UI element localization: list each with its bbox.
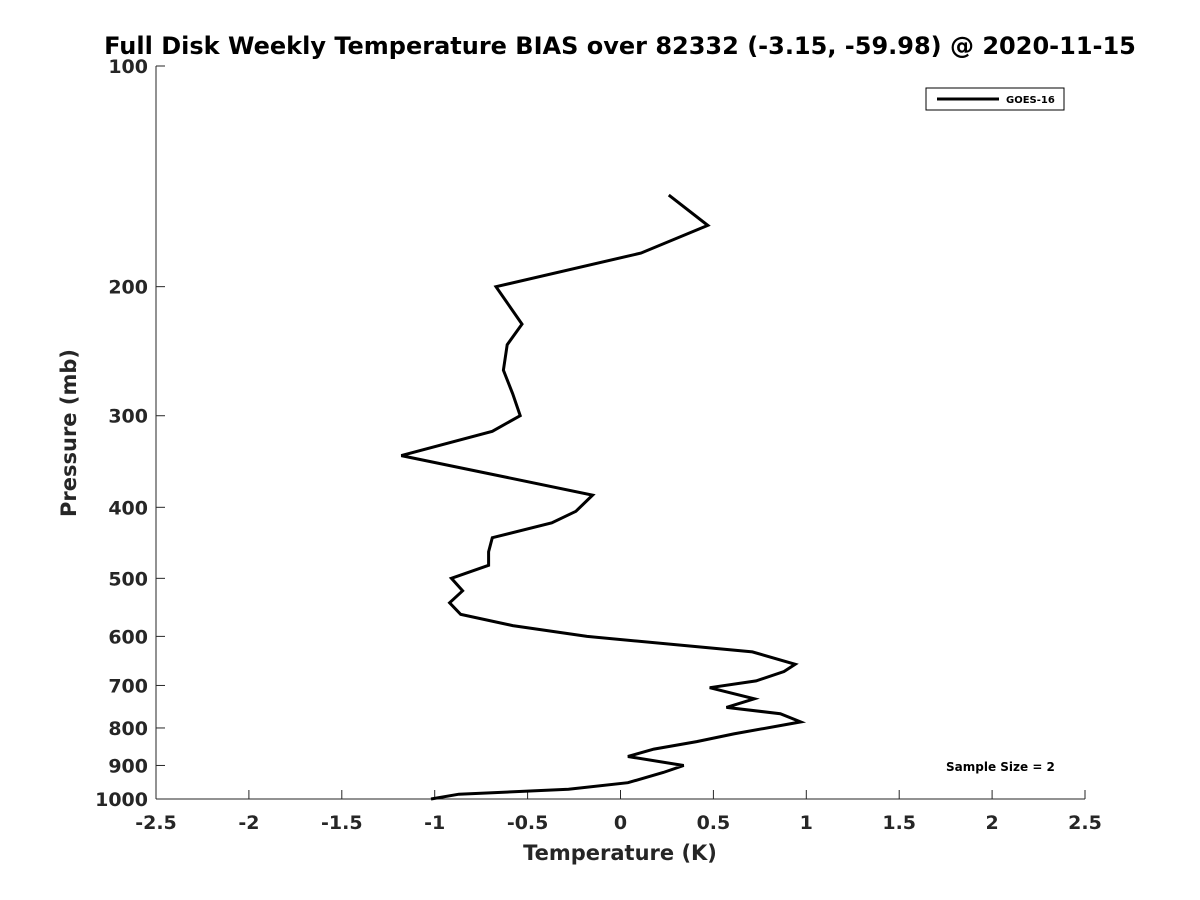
x-tick-label: -1.5 [321, 812, 363, 834]
legend-label-goes-16: GOES-16 [1006, 95, 1055, 106]
x-tick-label: 0 [614, 812, 627, 834]
y-tick-label: 100 [108, 56, 148, 78]
x-tick-label: 2.5 [1068, 812, 1102, 834]
x-tick-label: -1 [424, 812, 445, 834]
series-layer [400, 193, 807, 801]
y-axis-ticks: 100 200 300 400 500 600 700 800 900 1000 [95, 56, 165, 811]
y-tick-label: 200 [108, 277, 148, 299]
x-tick-label: 1.5 [882, 812, 916, 834]
x-tick-label: -0.5 [507, 812, 549, 834]
y-tick-label: 400 [108, 497, 148, 519]
y-tick-label: 300 [108, 406, 148, 428]
y-tick-label: 500 [108, 568, 148, 590]
sample-size-annotation: Sample Size = 2 [946, 760, 1055, 774]
y-tick-label: 700 [108, 675, 148, 697]
series-line-goes-16 [400, 193, 807, 801]
legend: GOES-16 [925, 87, 1065, 111]
y-tick-label: 1000 [95, 789, 148, 811]
axes-frame [155, 66, 1085, 800]
x-axis-label: Temperature (K) [523, 841, 717, 865]
x-tick-label: 0.5 [697, 812, 731, 834]
x-tick-label: -2 [238, 812, 259, 834]
y-axis-label: Pressure (mb) [57, 349, 81, 517]
x-axis-ticks: -2.5 -2 -1.5 -1 -0.5 0 0.5 1 1.5 2 2.5 [135, 790, 1102, 834]
x-tick-label: 2 [985, 812, 998, 834]
x-tick-label: 1 [800, 812, 813, 834]
x-tick-label: -2.5 [135, 812, 177, 834]
chart-title: Full Disk Weekly Temperature BIAS over 8… [104, 32, 1136, 60]
y-tick-label: 800 [108, 718, 148, 740]
y-tick-label: 600 [108, 626, 148, 648]
y-tick-label: 900 [108, 755, 148, 777]
